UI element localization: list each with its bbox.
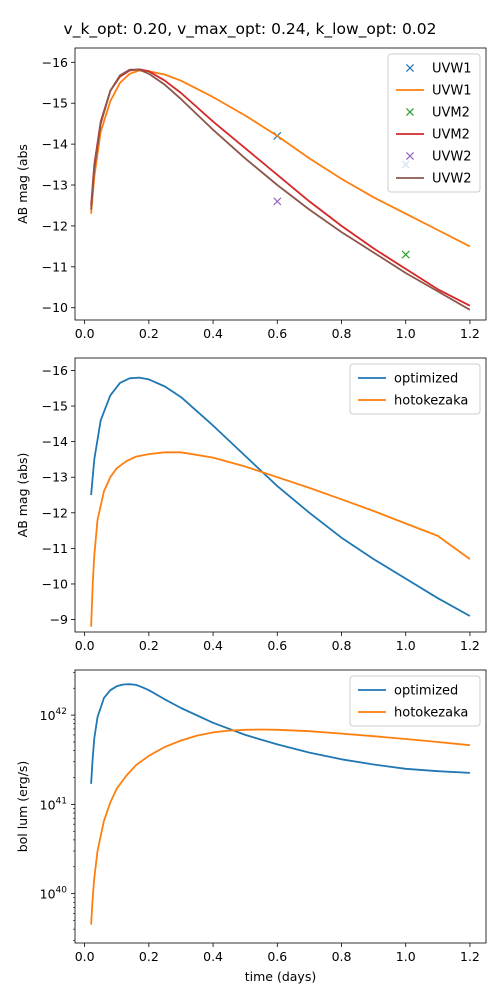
- legend: optimized hotokezaka: [349, 675, 481, 727]
- y-tick-label: −10: [42, 576, 68, 591]
- chart-panel-3: 0.0 0.2 0.4 0.6 0.8 1.0 1.2 1040 1041 1042 bol lum…: [15, 669, 487, 984]
- legend-label: UVW1: [432, 84, 472, 99]
- y-tick-label: −11: [42, 541, 68, 556]
- y-axis-label: AB mag (abs: [15, 144, 30, 224]
- axes-frame: [74, 357, 487, 633]
- x-tick-label: 0.6: [267, 949, 287, 964]
- series-line: [90, 683, 470, 784]
- series-line: [90, 69, 471, 248]
- x-axis-label: time (days): [245, 969, 316, 984]
- x-tick-label: 0.8: [332, 326, 352, 341]
- x-tick-label: 0.2: [139, 638, 159, 653]
- y-tick-label: −12: [42, 505, 68, 520]
- series-line: [90, 451, 471, 627]
- y-tick-label: −9: [50, 612, 68, 627]
- x-tick-label: 0.8: [332, 638, 352, 653]
- legend-marker-swatch: [405, 151, 415, 161]
- legend: optimized hotokezaka: [349, 363, 481, 415]
- y-tick-label: −16: [42, 363, 68, 378]
- plot-area: [90, 68, 471, 311]
- legend-label: UVW2: [432, 172, 472, 187]
- legend-label: optimized: [394, 372, 458, 387]
- legend-marker-swatch: [405, 107, 415, 117]
- plot-area: [90, 683, 470, 925]
- y-axis-label: bol lum (erg/s): [15, 761, 30, 853]
- x-tick-label: 0.6: [267, 326, 287, 341]
- x-tick-label: 1.0: [396, 638, 416, 653]
- legend-label: hotokezaka: [394, 394, 468, 409]
- y-tick-label: −12: [42, 218, 68, 233]
- y-tick-label: −14: [42, 434, 68, 449]
- legend-label: hotokezaka: [394, 706, 468, 721]
- legend-label: UVM2: [432, 106, 470, 121]
- y-tick-label: −16: [42, 55, 68, 70]
- legend: UVW1 UVW1 UVM2 UVM2 UVW2 UVW2: [387, 53, 481, 193]
- y-tick-label: 1040: [40, 886, 68, 902]
- x-tick-label: 1.2: [460, 638, 480, 653]
- legend-label: UVW1: [432, 62, 472, 77]
- legend-label: UVM2: [432, 128, 470, 143]
- x-tick-label: 1.2: [460, 949, 480, 964]
- legend-marker-swatch: [405, 63, 415, 73]
- x-tick-label: 0.4: [203, 638, 223, 653]
- panels: 0.0 0.2 0.4 0.6 0.8 1.0 1.2 −10 −11 −12 −13 −14 −15 −…: [15, 47, 487, 984]
- legend-label: UVW2: [432, 150, 472, 165]
- y-tick-label: 1042: [40, 707, 67, 723]
- y-tick-label: −11: [42, 259, 68, 274]
- legend-box: [349, 363, 481, 415]
- x-tick-label: 0.0: [75, 949, 95, 964]
- legend-label: optimized: [394, 684, 458, 699]
- series-line: [90, 376, 471, 617]
- y-tick-label: −15: [42, 399, 68, 414]
- x-tick-label: 0.4: [203, 326, 223, 341]
- legend-box: [349, 675, 481, 727]
- x-tick-label: 0.0: [75, 326, 95, 341]
- chart-panel-1: 0.0 0.2 0.4 0.6 0.8 1.0 1.2 −10 −11 −12 −13 −14 −15 −…: [15, 47, 487, 341]
- series-line: [90, 68, 471, 311]
- series-line: [90, 728, 470, 925]
- x-tick-label: 1.2: [460, 326, 480, 341]
- x-marker: [273, 197, 282, 206]
- x-tick-label: 0.6: [267, 638, 287, 653]
- y-tick-label: 1041: [40, 796, 67, 812]
- plot-area: [90, 376, 471, 627]
- x-tick-label: 0.2: [139, 949, 159, 964]
- y-tick-label: −10: [42, 300, 68, 315]
- y-tick-label: −15: [42, 96, 68, 111]
- x-marker: [401, 250, 410, 259]
- x-tick-label: 1.0: [396, 949, 416, 964]
- y-tick-label: −13: [42, 178, 68, 193]
- y-tick-label: −13: [42, 470, 68, 485]
- y-tick-label: −14: [42, 137, 68, 152]
- axes-frame: [74, 47, 487, 321]
- x-tick-label: 0.0: [75, 638, 95, 653]
- x-tick-label: 1.0: [396, 326, 416, 341]
- axes-frame: [74, 669, 487, 944]
- chart-panel-2: 0.0 0.2 0.4 0.6 0.8 1.0 1.2 −9 −10 −11 −12 −13 −14 −1…: [15, 357, 487, 653]
- x-tick-label: 0.4: [203, 949, 223, 964]
- figure-title: v_k_opt: 0.20, v_max_opt: 0.24, k_low_op…: [64, 20, 437, 39]
- y-axis-label: AB mag (abs): [15, 453, 30, 538]
- x-tick-label: 0.2: [139, 326, 159, 341]
- x-tick-label: 0.8: [332, 949, 352, 964]
